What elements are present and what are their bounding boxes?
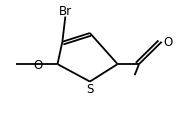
Text: O: O: [163, 36, 173, 49]
Text: Br: Br: [59, 5, 72, 17]
Text: S: S: [86, 82, 94, 95]
Text: O: O: [33, 58, 43, 71]
